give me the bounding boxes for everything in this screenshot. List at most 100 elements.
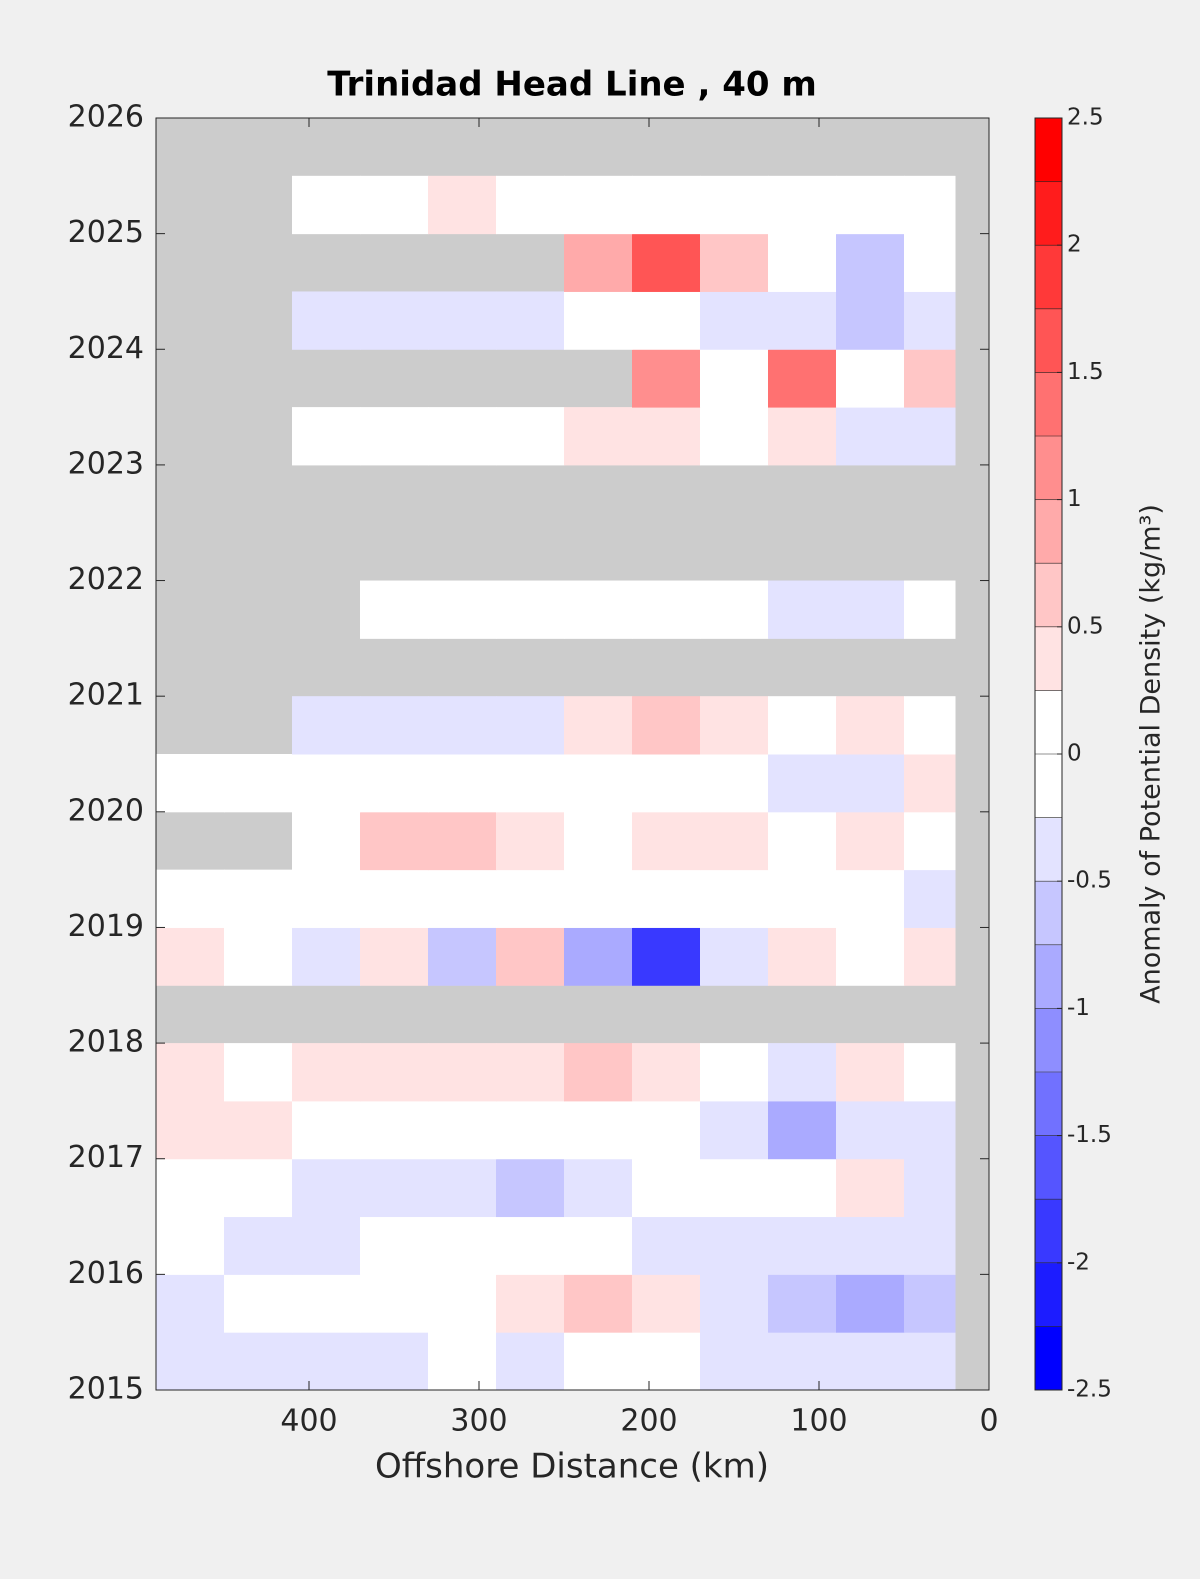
heat-cell xyxy=(564,1216,633,1275)
heat-cell xyxy=(632,869,701,928)
colorbar-band xyxy=(1035,626,1062,691)
heat-cell xyxy=(564,1043,633,1102)
heat-cell xyxy=(632,233,701,292)
heat-cell xyxy=(360,1100,429,1160)
heat-cell xyxy=(564,927,633,986)
heat-cell xyxy=(156,1332,225,1391)
heat-cell xyxy=(224,1274,293,1333)
chart-title: Trinidad Head Line , 40 m xyxy=(327,65,817,105)
y-tick-label: 2015 xyxy=(68,1372,144,1407)
heat-cell xyxy=(700,1158,769,1218)
heat-cell xyxy=(700,1216,769,1275)
heat-cell xyxy=(428,175,497,235)
heat-cell xyxy=(904,349,956,408)
heat-cell xyxy=(904,1274,956,1333)
heat-cell xyxy=(292,1158,361,1218)
heat-cell xyxy=(632,175,701,235)
heat-cell xyxy=(292,175,361,235)
heat-cell xyxy=(768,349,837,408)
y-tick-label: 2022 xyxy=(68,562,144,597)
heat-cell xyxy=(904,696,956,755)
heat-cell xyxy=(292,1100,361,1160)
heat-cell xyxy=(836,1216,905,1275)
colorbar-band xyxy=(1035,817,1062,882)
heat-cell xyxy=(904,1332,956,1391)
heat-cell xyxy=(292,1332,361,1391)
heat-cell xyxy=(360,869,429,928)
y-tick-label: 2025 xyxy=(68,215,144,250)
heat-cell xyxy=(156,1043,225,1102)
heat-cell xyxy=(564,1100,633,1160)
heat-cell xyxy=(768,811,837,871)
heat-cell xyxy=(496,1216,565,1275)
heat-cell xyxy=(768,1332,837,1391)
colorbar-band xyxy=(1035,944,1062,1009)
colorbar-band xyxy=(1035,499,1062,564)
colorbar-band xyxy=(1035,436,1062,501)
heat-cell xyxy=(768,754,837,813)
heat-cell xyxy=(564,869,633,928)
heat-cell xyxy=(360,1158,429,1218)
heat-cell xyxy=(360,175,429,235)
heat-cell xyxy=(496,811,565,871)
heat-cell xyxy=(496,1274,565,1333)
colorbar-tick-label: 2 xyxy=(1067,232,1082,258)
heat-cell xyxy=(156,1274,225,1333)
y-tick-label: 2017 xyxy=(68,1140,144,1175)
heat-cell xyxy=(360,407,429,466)
x-tick-label: 0 xyxy=(979,1404,998,1439)
heat-cell xyxy=(156,754,225,813)
y-tick-label: 2026 xyxy=(68,100,144,135)
heat-cell xyxy=(904,1158,956,1218)
heat-cell xyxy=(428,1043,497,1102)
heat-cell xyxy=(496,1043,565,1102)
heat-cell xyxy=(836,1100,905,1160)
heat-cell xyxy=(496,754,565,813)
plot-area xyxy=(156,118,989,1391)
colorbar-tick-label: -1 xyxy=(1067,995,1090,1021)
heat-cell xyxy=(632,407,701,466)
heat-cell xyxy=(428,696,497,755)
colorbar-label: Anomaly of Potential Density (kg/m³) xyxy=(1136,504,1167,1004)
colorbar-band xyxy=(1035,1072,1062,1137)
heat-cell xyxy=(224,1043,293,1102)
heat-cell xyxy=(360,1216,429,1275)
heat-cell xyxy=(428,1216,497,1275)
heat-cell xyxy=(224,1216,293,1275)
heat-cell xyxy=(360,927,429,986)
heat-cell xyxy=(700,754,769,813)
heat-cell xyxy=(768,1216,837,1275)
heat-cell xyxy=(360,580,429,639)
colorbar-band xyxy=(1035,1008,1062,1073)
heat-cell xyxy=(768,927,837,986)
heat-cell xyxy=(836,696,905,755)
heat-cell xyxy=(292,407,361,466)
heat-cell xyxy=(904,407,956,466)
y-tick-label: 2024 xyxy=(68,331,144,366)
x-tick-label: 100 xyxy=(790,1404,847,1439)
heat-cell xyxy=(836,407,905,466)
colorbar-tick-label: -0.5 xyxy=(1067,868,1112,894)
colorbar-tick-label: 1 xyxy=(1067,486,1082,512)
heat-cell xyxy=(768,1043,837,1102)
y-tick-label: 2016 xyxy=(68,1256,144,1291)
heat-cell xyxy=(292,1274,361,1333)
heat-cell xyxy=(428,1332,497,1391)
heat-cell xyxy=(700,1274,769,1333)
heat-cell xyxy=(700,696,769,755)
heat-cell xyxy=(564,407,633,466)
heat-cell xyxy=(564,1158,633,1218)
colorbar-band xyxy=(1035,372,1062,437)
heat-cell xyxy=(632,580,701,639)
heat-cell xyxy=(836,1043,905,1102)
x-axis-label: Offshore Distance (km) xyxy=(375,1447,769,1487)
heat-cell xyxy=(700,580,769,639)
colorbar-tick-label: 1.5 xyxy=(1067,359,1104,385)
heat-cell xyxy=(836,1158,905,1218)
heat-cell xyxy=(496,869,565,928)
heat-cell xyxy=(428,754,497,813)
heat-cell xyxy=(836,1274,905,1333)
heat-cell xyxy=(700,1100,769,1160)
